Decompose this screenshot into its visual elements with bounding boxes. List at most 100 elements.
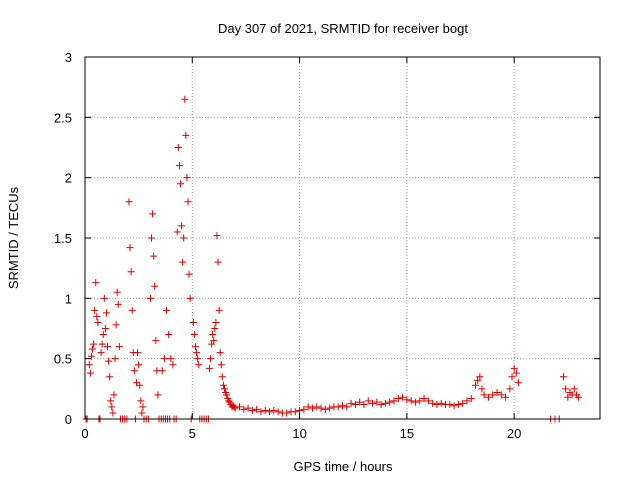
- data-point: [369, 399, 377, 407]
- data-point: [102, 309, 110, 317]
- data-point: [193, 349, 201, 357]
- data-point: [248, 407, 256, 415]
- data-point: [564, 393, 572, 401]
- y-tick-label: 1.5: [54, 231, 72, 246]
- data-point: [181, 95, 189, 103]
- data-point: [220, 385, 228, 393]
- data-point: [93, 312, 101, 320]
- data-point: [112, 321, 120, 329]
- data-point: [463, 397, 471, 405]
- data-point: [173, 228, 181, 236]
- data-point: [111, 355, 119, 363]
- data-point: [167, 355, 175, 363]
- data-point: [474, 376, 482, 384]
- data-point: [399, 393, 407, 401]
- data-point: [99, 331, 107, 339]
- data-point: [169, 361, 177, 369]
- data-point: [244, 404, 252, 412]
- data-point: [480, 391, 488, 399]
- chart-title: Day 307 of 2021, SRMTID for receiver bog…: [218, 21, 468, 36]
- y-axis-label: SRMTID / TECUs: [6, 186, 21, 289]
- x-axis-label: GPS time / hours: [294, 459, 393, 474]
- data-point: [377, 401, 385, 409]
- data-point: [266, 408, 274, 416]
- data-point: [403, 396, 411, 404]
- data-point: [165, 331, 173, 339]
- data-point: [283, 409, 291, 417]
- data-point: [92, 279, 100, 287]
- data-point: [213, 232, 221, 240]
- data-point: [207, 355, 215, 363]
- data-point: [135, 361, 143, 369]
- data-point: [114, 300, 122, 308]
- data-point: [360, 401, 368, 409]
- data-point: [334, 403, 342, 411]
- data-point: [291, 408, 299, 416]
- y-tick-label: 0.5: [54, 352, 72, 367]
- data-point: [339, 402, 346, 410]
- data-point: [160, 355, 168, 363]
- y-tick-label: 1: [65, 291, 72, 306]
- y-tick-label: 3: [65, 50, 72, 65]
- data-point: [450, 402, 458, 410]
- data-point: [91, 306, 99, 314]
- data-point: [146, 294, 154, 302]
- data-point: [317, 404, 325, 412]
- data-point: [560, 373, 568, 381]
- data-point: [476, 373, 484, 381]
- data-point: [570, 385, 578, 393]
- data-point: [105, 357, 113, 365]
- data-point: [484, 393, 492, 401]
- data-point: [115, 343, 123, 351]
- data-point: [506, 385, 514, 393]
- data-point: [321, 405, 329, 413]
- data-point: [208, 340, 216, 348]
- data-point: [217, 361, 225, 369]
- data-point: [416, 397, 424, 405]
- data-point: [508, 373, 516, 381]
- data-point: [514, 379, 522, 387]
- data-point: [151, 282, 159, 290]
- data-point: [128, 306, 136, 314]
- data-point: [158, 367, 166, 375]
- data-point: [104, 343, 112, 351]
- data-point: [85, 361, 93, 369]
- data-point: [90, 340, 98, 348]
- data-point: [179, 258, 187, 266]
- data-point: [390, 397, 398, 405]
- data-point: [296, 407, 304, 415]
- data-point: [373, 398, 381, 406]
- grid-layer: [85, 57, 600, 419]
- data-point: [89, 345, 97, 353]
- data-point: [364, 397, 372, 405]
- data-point: [138, 409, 146, 417]
- data-point: [125, 198, 133, 206]
- data-point: [106, 373, 114, 381]
- data-point: [86, 369, 94, 377]
- data-point: [326, 404, 334, 412]
- data-point: [148, 234, 156, 242]
- data-point: [446, 401, 454, 409]
- data-point: [308, 404, 316, 412]
- data-point: [178, 222, 186, 230]
- data-point: [420, 394, 428, 402]
- data-point: [236, 403, 243, 411]
- data-point: [411, 398, 419, 406]
- data-point: [184, 198, 192, 206]
- data-point: [113, 288, 121, 296]
- data-point: [175, 162, 183, 170]
- data-point: [343, 403, 351, 411]
- data-point: [493, 388, 501, 396]
- data-point: [459, 399, 467, 407]
- data-point: [152, 337, 160, 345]
- data-point: [240, 405, 248, 413]
- data-point: [205, 364, 213, 372]
- data-point: [176, 180, 184, 188]
- data-point: [386, 398, 394, 406]
- data-point: [215, 306, 223, 314]
- data-point: [394, 394, 402, 402]
- data-point: [189, 318, 197, 326]
- data-point: [163, 306, 171, 314]
- data-point: [497, 391, 505, 399]
